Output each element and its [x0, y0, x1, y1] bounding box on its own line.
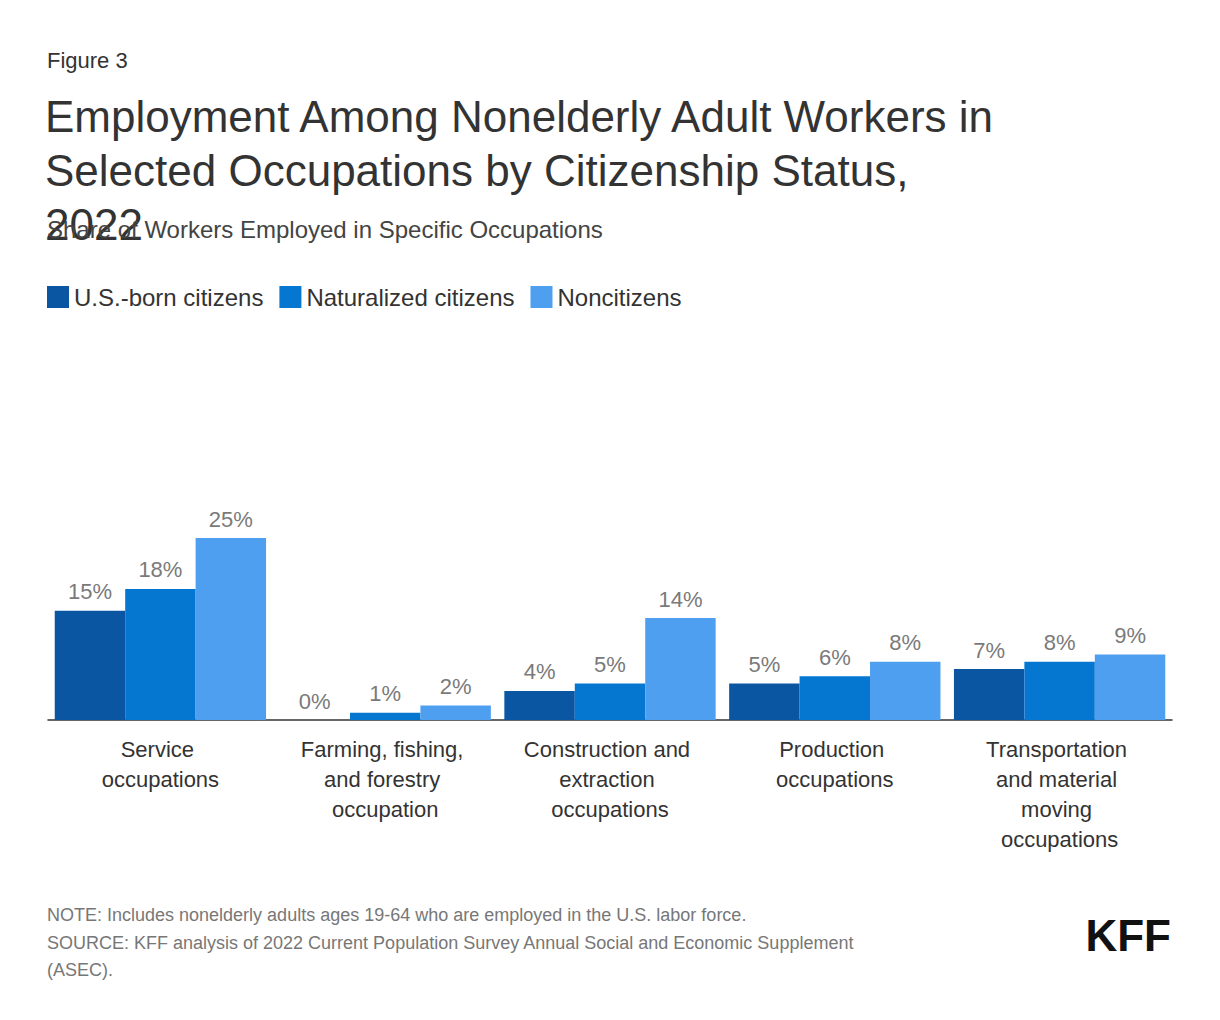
svg-text:0%: 0%	[299, 689, 331, 714]
svg-text:Noncitizens: Noncitizens	[557, 284, 681, 311]
svg-text:occupations: occupations	[776, 767, 893, 792]
svg-text:Naturalized citizens: Naturalized citizens	[306, 284, 514, 311]
svg-text:Figure 3: Figure 3	[47, 48, 128, 73]
svg-text:Service: Service	[121, 737, 200, 762]
svg-text:Selected Occupations by Citize: Selected Occupations by Citizenship Stat…	[45, 146, 921, 195]
svg-text:18%: 18%	[138, 557, 182, 582]
svg-text:1%: 1%	[369, 681, 401, 706]
svg-text:moving: moving	[1021, 797, 1098, 822]
svg-text:occupations: occupations	[551, 797, 668, 822]
svg-text:14%: 14%	[658, 587, 702, 612]
svg-text:4%: 4%	[524, 659, 556, 684]
svg-text:5%: 5%	[594, 652, 626, 677]
svg-text:occupation: occupation	[332, 797, 438, 822]
svg-text:U.S.-born citizens: U.S.-born citizens	[74, 284, 263, 311]
svg-text:SOURCE: KFF analysis of 2022 C: SOURCE: KFF analysis of 2022 Current Pop…	[47, 933, 858, 953]
svg-text:2%: 2%	[440, 674, 472, 699]
svg-text:KFF: KFF	[1085, 911, 1171, 960]
svg-text:5%: 5%	[748, 652, 780, 677]
svg-text:8%: 8%	[889, 630, 921, 655]
svg-text:Employment Among Nonelderly Ad: Employment Among Nonelderly Adult Worker…	[45, 92, 1005, 141]
svg-text:occupations: occupations	[1001, 827, 1118, 852]
svg-text:15%: 15%	[68, 579, 112, 604]
svg-text:9%: 9%	[1114, 623, 1146, 648]
svg-text:6%: 6%	[819, 645, 851, 670]
svg-text:Transportation: Transportation	[986, 737, 1133, 762]
svg-text:NOTE: Includes nonelderly adul: NOTE: Includes nonelderly adults ages 19…	[47, 905, 746, 925]
svg-text:occupations: occupations	[102, 767, 219, 792]
svg-text:7%: 7%	[973, 638, 1005, 663]
svg-text:Farming, fishing,: Farming, fishing,	[301, 737, 470, 762]
svg-text:8%: 8%	[1044, 630, 1076, 655]
svg-text:Construction and: Construction and	[524, 737, 696, 762]
svg-text:extraction: extraction	[559, 767, 661, 792]
svg-text:and material: and material	[996, 767, 1123, 792]
svg-text:25%: 25%	[209, 507, 253, 532]
svg-text:(ASEC).: (ASEC).	[47, 960, 113, 980]
svg-text:Share of Workers Employed in S: Share of Workers Employed in Specific Oc…	[47, 216, 603, 243]
svg-text:Production: Production	[779, 737, 890, 762]
svg-text:and forestry: and forestry	[324, 767, 446, 792]
